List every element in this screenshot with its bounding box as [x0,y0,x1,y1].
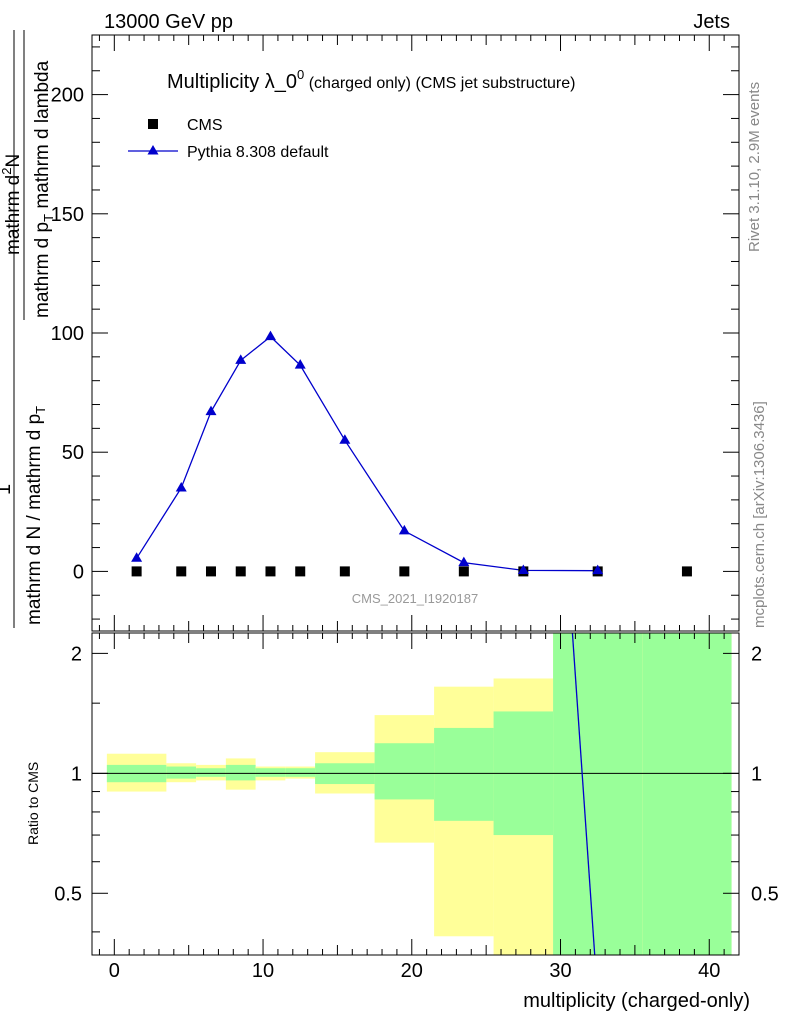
legend-pythia-marker [147,145,159,155]
cms-point [339,566,350,577]
cms-point [681,566,692,577]
legend-cms-label: CMS [187,117,223,134]
header-left: 13000 GeV pp [104,11,233,33]
ratio-inner-band [553,633,643,955]
ratio-ytick-label-right: 0.5 [751,883,779,905]
cms-point [399,566,410,577]
ratio-ytick-label: 0.5 [54,883,82,905]
pythia-point [294,359,306,369]
main-title: Multiplicity λ_00 (charged only) (CMS je… [167,67,575,93]
ratio-panel: 0.5 0.51 12 20 10 20 30 40 Ratio to CMS multipl… [25,632,779,1012]
ylabel-numerator: mathrm d2N [0,154,24,255]
main-title-text: Multiplicity λ_0 [167,71,297,93]
ylabel-numerator-end: N [3,154,24,168]
ratio-xtick-label: 40 [698,960,720,982]
ylabel-denominator-a: mathrm d p [32,222,53,318]
legend-cms-marker [148,119,158,129]
pythia-point [339,434,351,444]
ratio-ytick-label: 2 [71,643,82,665]
legend: CMS Pythia 8.308 default [128,117,329,161]
ylabel-denominator: mathrm d pT mathrm d lambda [32,60,56,318]
main-title-sup: 0 [297,67,304,82]
ratio-ylabel: Ratio to CMS [25,762,41,845]
ratio-ytick-label-right: 1 [751,763,762,785]
cms-point [295,566,306,577]
main-ylabel: 1 mathrm d N / mathrm d pT mathrm d2N ma… [0,30,56,628]
main-ytick-label: 0 [73,561,84,583]
ratio-xtick-label: 0 [109,960,120,982]
cms-point [205,566,216,577]
analysis-label: CMS_2021_I1920187 [352,591,479,606]
ratio-xtick-label: 30 [549,960,571,982]
main-title-suffix: (charged only) (CMS jet substructure) [304,75,575,92]
legend-pythia-label: Pythia 8.308 default [187,144,329,161]
pythia-point [592,564,604,575]
ratio-ticks: 0.5 0.51 12 20 10 20 30 40 [54,633,779,982]
pythia-point [205,405,217,416]
rivet-label: Rivet 3.1.10, 2.9M events [746,82,763,252]
ylabel-numerator-sup: 2 [0,168,14,175]
pythia-point [175,481,187,492]
cms-point [458,566,469,577]
cms-point [176,566,187,577]
cms-point [131,566,142,577]
pythia-point [235,354,247,364]
ratio-inner-band [285,768,316,777]
ratio-xtick-label: 10 [252,960,274,982]
ratio-inner-band [434,727,494,821]
ratio-marks [92,632,739,956]
ratio-pythia-line [571,632,596,956]
ratio-frame [91,632,740,956]
main-ytick-label: 150 [51,204,84,226]
ratio-inner-band [255,768,286,777]
main-ytick-label: 50 [62,442,84,464]
pythia-line [136,335,598,572]
mcplots-label: mcplots.cern.ch [arXiv:1306.3436] [751,401,768,628]
ratio-ytick-label-right: 2 [751,643,762,665]
main-ytick-label: 200 [51,85,84,107]
ylabel-factor-num: 1 [0,484,15,495]
pythia-point [398,524,410,535]
xlabel: multiplicity (charged-only) [523,990,750,1012]
ylabel-denominator-b: mathrm d lambda [32,60,53,214]
main-plot-marks [131,330,692,577]
main-ytick-label: 100 [51,323,84,345]
ratio-inner-band [196,768,226,777]
ratio-inner-band [225,764,256,781]
pythia-point [264,330,276,341]
ratio-inner-band [374,743,435,800]
ylabel-denominator-sub: T [41,214,56,222]
ratio-inner-band [166,766,197,779]
cms-point [265,566,276,577]
pythia-point [517,564,529,574]
ylabel-numerator-a: mathrm d [3,175,24,255]
ratio-bands [106,633,732,955]
ylabel-factor-den: mathrm d N / mathrm d pT [24,406,48,625]
pythia-point [458,556,470,567]
pythia-point [131,552,143,562]
ratio-xtick-label: 20 [401,960,423,982]
ratio-ytick-label: 1 [71,763,82,785]
header-right: Jets [693,11,730,33]
cms-point [235,566,246,577]
ylabel-factor-den-sub: T [33,406,48,414]
ylabel-factor-den-a: mathrm d N / mathrm d p [24,414,45,625]
ratio-inner-band [642,633,732,955]
main-y-ticks: 0 50 100 150 200 [51,35,739,631]
